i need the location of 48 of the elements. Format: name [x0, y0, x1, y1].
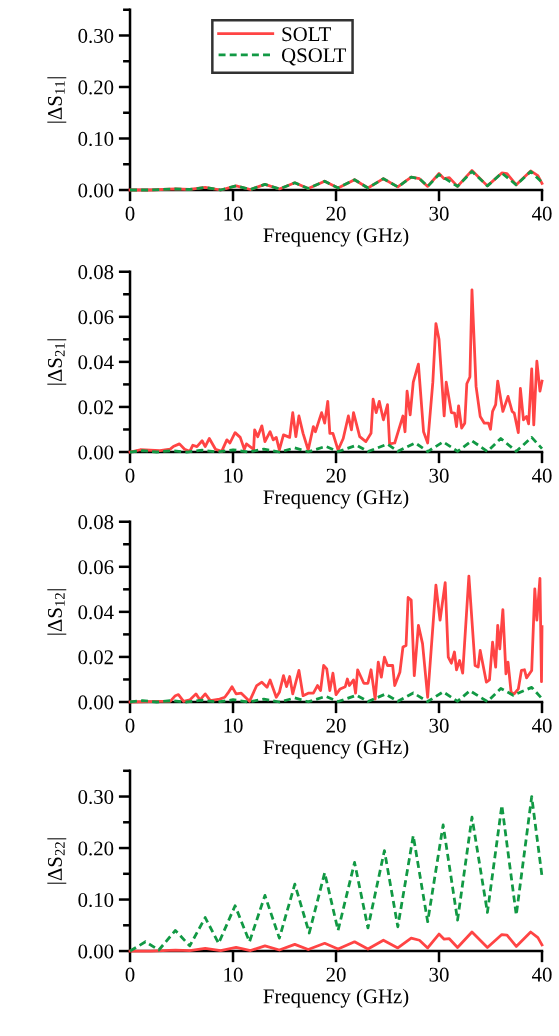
y-tick-label: 0.20 [78, 841, 114, 856]
x-tick-label: 10 [224, 206, 243, 221]
y-tick-label: 0.10 [78, 131, 114, 147]
y-tick-label: 0.08 [78, 515, 114, 530]
y-tick-label: 0.10 [78, 892, 114, 908]
x-tick-label: 40 [532, 206, 552, 221]
x-tick-label: 20 [326, 206, 346, 221]
y-tick-label: 0.06 [78, 560, 114, 575]
y-tick-label: 0.02 [78, 650, 113, 665]
x-tick-label: 10 [224, 967, 243, 982]
x-axis-title: Frequency (GHz) [263, 739, 409, 759]
x-tick-label: 10 [224, 468, 243, 483]
y-axis-title: |ΔS$_{11}$| [47, 77, 67, 123]
x-axis-title: Frequency (GHz) [263, 489, 409, 509]
x-tick-label: 10 [224, 718, 243, 733]
x-axis-title: Frequency (GHz) [263, 988, 409, 1008]
legend-label: SOLT [282, 27, 331, 42]
x-axis-title: Frequency (GHz) [263, 227, 409, 247]
y-tick-label: 0.00 [78, 944, 114, 959]
y-axis-title: |ΔS$_{21}$| [47, 339, 67, 385]
y-tick-label: 0.04 [78, 605, 114, 620]
x-tick-label: 20 [326, 718, 346, 733]
x-tick-label: 40 [532, 967, 552, 982]
y-tick-label: 0.00 [78, 695, 114, 710]
x-tick-label: 0 [125, 967, 135, 982]
x-tick-label: 20 [326, 468, 346, 483]
y-tick-label: 0.30 [78, 789, 114, 805]
y-tick-label: 0.02 [78, 400, 113, 415]
y-tick-label: 0.20 [78, 80, 114, 95]
x-tick-label: 0 [125, 468, 135, 483]
x-tick-label: 40 [532, 718, 552, 733]
y-tick-label: 0.00 [78, 445, 114, 460]
legend-label: QSOLT [281, 48, 346, 66]
x-tick-label: 30 [429, 718, 449, 733]
x-tick-label: 30 [429, 206, 449, 221]
y-tick-label: 0.04 [78, 355, 114, 370]
x-tick-label: 20 [326, 967, 346, 982]
y-axis-title: |ΔS$_{12}$| [47, 589, 67, 635]
y-tick-label: 0.00 [78, 183, 114, 198]
y-tick-label: 0.30 [78, 28, 114, 44]
x-tick-label: 30 [429, 967, 449, 982]
y-tick-label: 0.06 [78, 310, 114, 325]
x-tick-label: 0 [125, 206, 135, 221]
x-tick-label: 40 [532, 468, 552, 483]
x-tick-label: 30 [429, 468, 449, 483]
y-tick-label: 0.08 [78, 265, 114, 280]
y-axis-title: |ΔS$_{22}$| [47, 838, 67, 884]
x-tick-label: 0 [125, 718, 135, 733]
